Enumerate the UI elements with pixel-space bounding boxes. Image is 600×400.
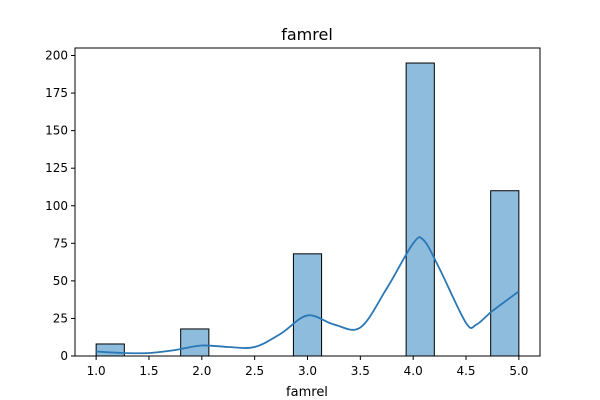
x-tick-label: 2.5	[245, 364, 264, 378]
x-axis-label: famrel	[286, 385, 328, 400]
x-tick-label: 5.0	[509, 364, 528, 378]
histogram-bar-4	[405, 62, 435, 357]
x-tick-label: 3.0	[298, 364, 317, 378]
y-tick-label: 125	[45, 161, 68, 175]
bars-layer	[95, 62, 520, 357]
histogram-bar-2	[180, 328, 210, 357]
histogram-bar-3	[292, 253, 323, 357]
x-tick-label: 1.0	[87, 364, 106, 378]
y-tick-label: 175	[45, 86, 68, 100]
histogram-bar-5	[490, 190, 520, 357]
x-tick-label: 4.5	[456, 364, 475, 378]
y-tick-label: 0	[60, 349, 68, 363]
chart-title: famrel	[281, 25, 333, 44]
x-tick-label: 2.0	[192, 364, 211, 378]
histogram-bar-1	[95, 343, 125, 357]
y-tick-label: 100	[45, 199, 68, 213]
y-tick-label: 200	[45, 49, 68, 63]
ticks-layer: 1.0 1.5 2.0 2.5 3.0 3.5 4.0 4.5 5.0 0 25 50 75 100 125…	[45, 49, 528, 378]
y-tick-label: 50	[53, 274, 68, 288]
kde-curve	[96, 236, 520, 355]
x-tick-label: 4.0	[404, 364, 423, 378]
y-tick-label: 75	[53, 236, 68, 250]
kde-layer	[96, 236, 520, 355]
x-tick-label: 3.5	[351, 364, 370, 378]
y-tick-label: 25	[53, 311, 68, 325]
x-tick-label: 1.5	[139, 364, 158, 378]
y-tick-label: 150	[45, 124, 68, 138]
